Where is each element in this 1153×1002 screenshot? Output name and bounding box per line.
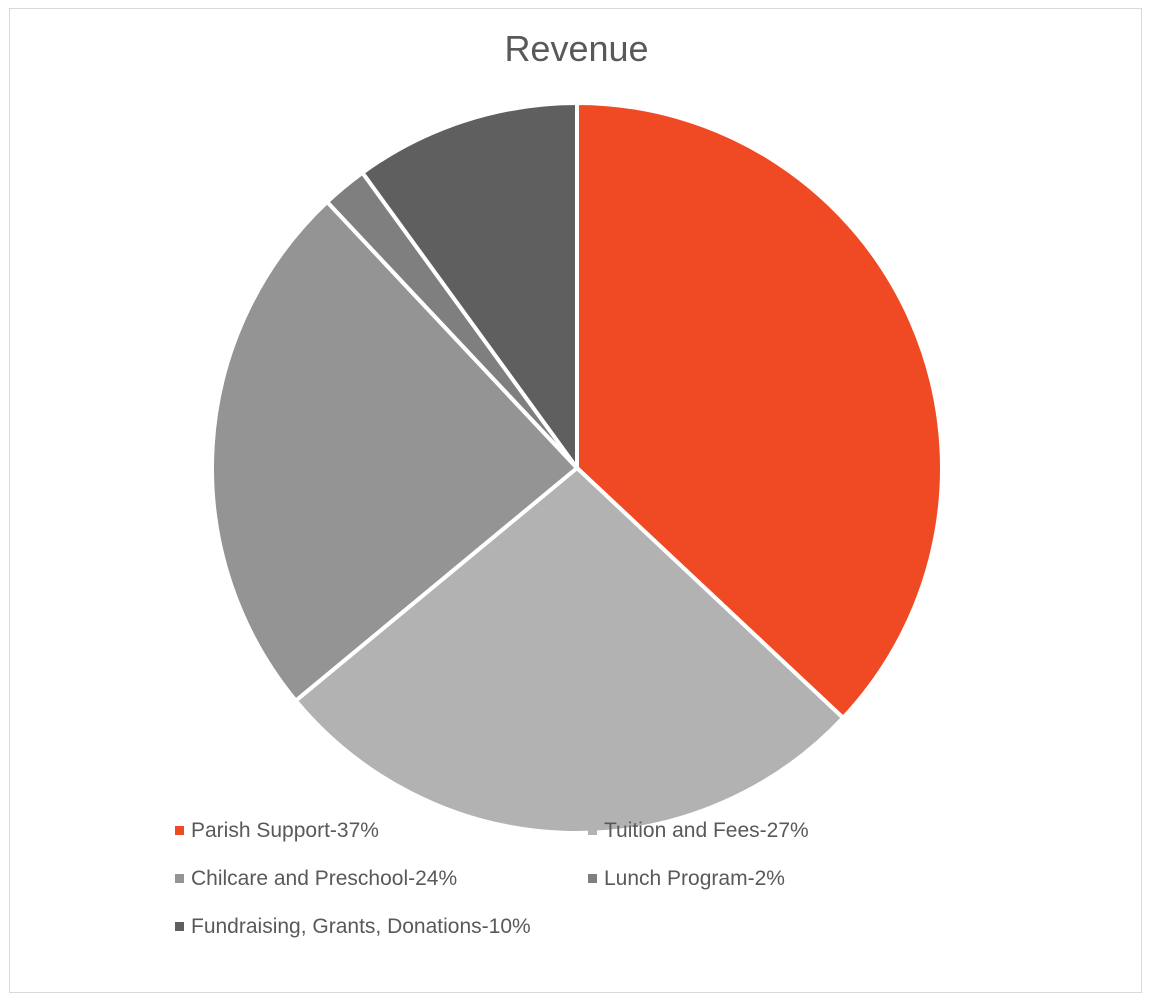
legend-item-parish-support: Parish Support-37% bbox=[175, 819, 379, 843]
legend-item-lunch-program: Lunch Program-2% bbox=[588, 867, 785, 891]
pie-slice-4 bbox=[360, 101, 579, 470]
legend-label: Fundraising, Grants, Donations-10% bbox=[191, 915, 531, 938]
legend-label: Chilcare and Preschool-24% bbox=[191, 867, 458, 890]
legend-swatch bbox=[175, 922, 184, 931]
legend-swatch bbox=[175, 874, 184, 883]
pie-slice-2 bbox=[210, 199, 579, 703]
legend-item-tuition-and-fees: Tuition and Fees-27% bbox=[588, 819, 809, 843]
legend-item-chilcare-and-preschool: Chilcare and Preschool-24% bbox=[175, 867, 457, 891]
pie-slice-1 bbox=[293, 466, 846, 835]
legend-label: Tuition and Fees-27% bbox=[604, 819, 809, 842]
legend-swatch bbox=[588, 874, 597, 883]
legend-swatch bbox=[588, 826, 597, 835]
chart-title: Revenue bbox=[504, 28, 649, 69]
legend-item-fundraising-grants-donations: Fundraising, Grants, Donations-10% bbox=[175, 915, 531, 939]
pie-slice-0 bbox=[575, 101, 944, 720]
legend-swatch bbox=[175, 826, 184, 835]
legend-label: Parish Support-37% bbox=[191, 819, 379, 842]
legend-label: Lunch Program-2% bbox=[604, 867, 785, 890]
